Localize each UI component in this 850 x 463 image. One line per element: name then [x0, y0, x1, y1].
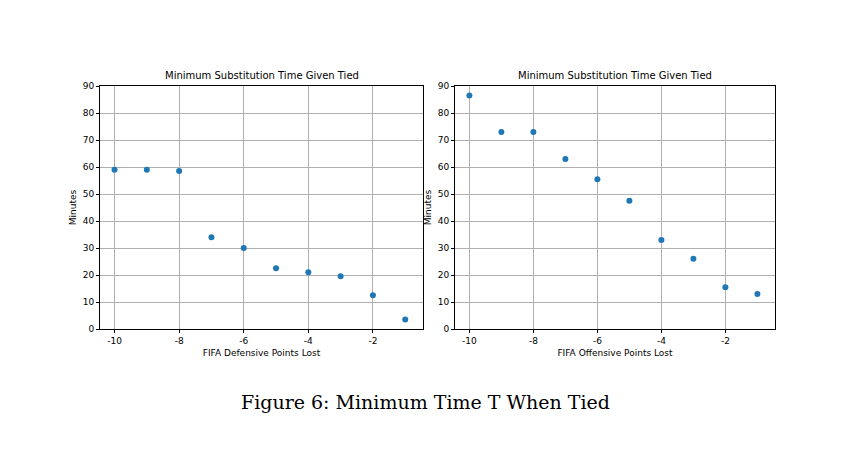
svg-text:30: 30	[438, 243, 450, 253]
svg-text:0: 0	[443, 324, 449, 334]
svg-text:20: 20	[83, 270, 95, 280]
svg-text:-8: -8	[529, 336, 538, 346]
svg-text:Minutes: Minutes	[423, 189, 433, 225]
svg-text:70: 70	[83, 135, 95, 145]
svg-text:60: 60	[83, 162, 95, 172]
svg-text:FIFA Offensive Points Lost: FIFA Offensive Points Lost	[557, 348, 673, 358]
svg-text:10: 10	[438, 297, 450, 307]
svg-text:40: 40	[438, 216, 450, 226]
svg-text:Minimum Substitution Time Give: Minimum Substitution Time Given Tied	[518, 70, 712, 81]
svg-text:-8: -8	[175, 336, 184, 346]
svg-text:80: 80	[438, 108, 450, 118]
svg-text:50: 50	[83, 189, 95, 199]
svg-text:Figure 6: Minimum Time T When: Figure 6: Minimum Time T When Tied	[241, 391, 610, 413]
svg-text:40: 40	[83, 216, 95, 226]
svg-text:-6: -6	[239, 336, 248, 346]
svg-text:-2: -2	[368, 336, 377, 346]
svg-text:70: 70	[438, 135, 450, 145]
svg-text:Minimum Substitution Time Give: Minimum Substitution Time Given Tied	[165, 70, 359, 81]
svg-text:FIFA Defensive Points Lost: FIFA Defensive Points Lost	[203, 348, 321, 358]
svg-text:80: 80	[83, 108, 95, 118]
svg-text:60: 60	[438, 162, 450, 172]
svg-text:-10: -10	[462, 336, 477, 346]
svg-text:-10: -10	[107, 336, 122, 346]
svg-text:50: 50	[438, 189, 450, 199]
svg-text:0: 0	[88, 324, 94, 334]
svg-text:10: 10	[83, 297, 95, 307]
svg-text:30: 30	[83, 243, 95, 253]
svg-text:90: 90	[438, 81, 450, 91]
svg-text:-4: -4	[304, 336, 313, 346]
svg-text:-2: -2	[721, 336, 730, 346]
svg-text:Minutes: Minutes	[68, 189, 78, 225]
svg-text:20: 20	[438, 270, 450, 280]
svg-text:90: 90	[83, 81, 95, 91]
svg-text:-4: -4	[657, 336, 666, 346]
svg-text:-6: -6	[593, 336, 602, 346]
